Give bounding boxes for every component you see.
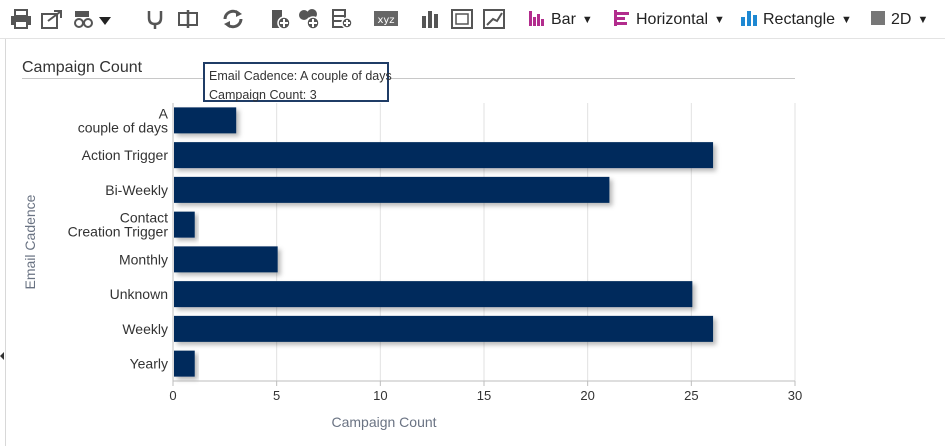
dimension-label: 2D [891,11,912,28]
chevron-down-icon: ▼ [714,14,725,26]
title-divider [22,78,795,79]
bar [174,176,610,203]
chart-panel [5,39,945,446]
refresh-icon[interactable] [221,8,245,30]
add-filter-icon[interactable] [330,8,354,30]
bar [174,350,195,377]
print-icon[interactable] [9,8,33,30]
category-label: Contact Creation Trigger [68,210,169,240]
x-tick-label: 15 [477,388,491,403]
bars [174,107,714,377]
shape-label: Rectangle [763,11,836,28]
square-icon [870,10,886,31]
bar-chart-icon[interactable] [418,8,442,30]
chevron-down-icon: ▼ [917,14,929,26]
x-tick-label: 5 [273,388,280,403]
scatter-icon[interactable] [482,8,506,30]
xyz-label: xyz [377,15,394,26]
orientation-label: Horizontal [636,11,709,28]
bar [174,142,714,169]
tooltip-line-category: Email Cadence: A couple of days [209,69,392,83]
chevron-down-icon: ▼ [581,14,593,26]
horizontal-bars-icon [613,9,631,32]
bar-tooltip: Email Cadence: A couple of days Campaign… [203,62,392,102]
toolbar: xyz Bar ▼ Horizontal ▼ Rectangle ▼ 2D ▼ [0,0,945,39]
bar [174,107,237,134]
chart-title: Campaign Count [22,59,143,76]
view-options-icon[interactable] [72,8,96,30]
x-tick-label: 20 [580,388,594,403]
collapse-handle-icon[interactable] [0,352,4,360]
orientation-dropdown[interactable]: Horizontal ▼ [613,9,725,31]
y-axis-title: Email Cadence [22,194,38,289]
category-label: Bi-Weekly [105,182,168,198]
chevron-down-icon: ▼ [841,14,852,26]
bar-type-icon [528,9,546,32]
x-tick-label: 0 [169,388,176,403]
shape-dropdown[interactable]: Rectangle ▼ [740,9,852,31]
export-icon[interactable] [40,8,64,30]
add-group-icon[interactable] [297,8,321,30]
category-label: Monthly [119,251,168,267]
frame-icon[interactable] [450,8,474,30]
drill-icon[interactable] [143,8,167,30]
add-calc-icon[interactable] [268,8,292,30]
x-axis-title: Campaign Count [331,414,436,430]
category-label: Action Trigger [82,147,169,163]
chart-type-dropdown[interactable]: Bar ▼ [528,9,593,31]
x-tick-label: 25 [684,388,698,403]
bar [174,211,195,238]
category-label: Weekly [122,321,168,337]
x-tick-label: 30 [788,388,802,403]
xyz-icon[interactable]: xyz [373,8,399,30]
axes: 0 5 10 15 20 25 30 A couple of days Action Trigge… [22,103,802,430]
bar [174,246,278,273]
bar [174,315,714,342]
pivot-icon[interactable] [176,8,200,30]
bar [174,281,693,308]
category-label: Yearly [130,356,168,372]
chart-type-label: Bar [551,11,576,28]
rectangle-bars-icon [740,9,758,32]
x-tick-label: 10 [373,388,387,403]
category-label: Unknown [110,286,168,302]
view-options-dropdown-icon[interactable] [96,8,114,30]
tooltip-line-value: Campaign Count: 3 [209,88,317,102]
dimension-dropdown[interactable]: 2D ▼ [870,9,928,31]
